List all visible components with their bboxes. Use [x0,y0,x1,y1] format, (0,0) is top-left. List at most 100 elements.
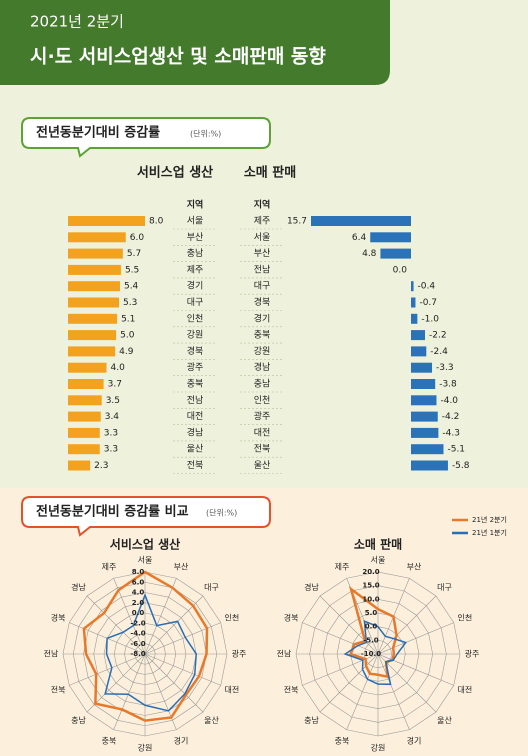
axis-label: 대전 [457,684,472,694]
value-label: 5.0 [120,331,135,341]
value-label: -3.8 [439,380,457,390]
value-label: -0.7 [419,298,437,308]
axis-label: 전북 [51,684,66,694]
bar [411,330,426,341]
bar [68,362,107,373]
r-tick-label: 15.0 [362,582,379,590]
section-bubble [21,496,271,537]
category-label: 대전 [254,427,271,438]
value-label: 5.1 [121,314,135,324]
axis-label: 울산 [437,715,452,725]
header-title: 시·도 서비스업생산 및 소매판매 동향 [30,46,326,68]
r-tick-label: -10.0 [361,650,381,658]
bar [68,216,145,226]
axis-label: 대구 [437,583,452,592]
axis-label: 부산 [407,562,422,572]
axis-label: 경북 [51,613,66,623]
bar [68,379,104,389]
value-label: 6.4 [352,233,367,243]
value-label: -3.3 [436,363,454,373]
axis-label: 충남 [71,716,86,725]
bar [68,427,100,438]
value-label: -4.2 [442,412,460,422]
axis-label: 충북 [102,736,117,745]
category-label: 전북 [254,444,271,455]
value-label: 3.7 [108,380,122,390]
series-line [343,620,408,686]
spoke [113,653,146,730]
bar [411,395,437,406]
axis-label: 경남 [71,582,86,592]
bar [311,216,411,226]
axis-label: 서울 [138,556,153,565]
category-label: 제주 [254,216,271,227]
r-tick-label: 5.0 [365,609,378,617]
category-label: 충북 [187,379,204,390]
r-tick-label: 0.0 [132,609,145,617]
value-label: 0.0 [393,265,408,275]
bar [411,362,433,373]
value-label: 15.7 [287,217,307,227]
section-title: 전년동분기대비 증감률 비교 [36,504,189,520]
category-label: 경남 [187,426,204,438]
category-label: 울산 [187,444,204,455]
r-tick-label: 8.0 [132,568,145,576]
value-label: 2.3 [94,461,108,471]
bar [411,411,438,422]
spoke [144,578,177,655]
axis-label: 전남 [277,649,292,659]
value-label: -4.3 [442,428,460,438]
bar [68,395,102,406]
axis-label: 대전 [224,684,239,694]
axis-label: 광주 [232,649,247,659]
r-tick-label: -8.0 [130,650,145,658]
axis-label: 제주 [335,563,350,572]
axis-label: 강원 [138,743,153,753]
bar [68,330,117,341]
bar [68,460,91,471]
axis-label: 울산 [204,715,219,725]
category-label: 광주 [187,361,204,373]
axis-label: 경기 [407,735,422,745]
bar [68,232,126,243]
spoke [377,622,454,655]
axis-label: 대구 [204,583,219,592]
series-line [348,585,398,679]
value-label: 4.8 [362,249,377,259]
axis-label: 경북 [284,613,299,623]
axis-label: 부산 [174,562,189,572]
axis-label: 제주 [102,563,117,572]
category-label: 인천 [254,395,271,406]
category-label: 경기 [187,280,204,292]
section-title: 전년동분기대비 증감률 [36,125,160,141]
bar [380,248,411,259]
category-label: 충북 [254,330,271,341]
value-label: -2.2 [429,331,447,341]
section-unit: (단위:%) [190,129,221,139]
r-tick-label: 10.0 [362,595,379,603]
legend-label: 21년 2분기 [472,515,507,524]
spoke [69,653,146,686]
spoke [144,653,221,686]
header-year: 2021년 2분기 [30,13,124,31]
series-line [82,570,209,722]
spoke [302,622,379,655]
axis-label: 강원 [371,743,386,753]
spoke [377,653,454,686]
chart-title: 서비스업 생산 [110,537,180,552]
category-label: 경북 [187,345,204,357]
value-label: -5.1 [447,445,465,455]
bar [68,264,121,275]
bar [68,411,101,422]
legend-label: 21년 1분기 [472,528,507,537]
value-label: 8.0 [149,217,164,227]
axis-label: 경기 [174,735,189,745]
bar [68,313,118,324]
r-tick-label: 0.0 [365,623,378,631]
category-label: 서울 [187,216,204,227]
category-label: 울산 [254,460,271,471]
axis-label: 전북 [284,684,299,694]
spoke [377,595,437,655]
category-label: 대전 [187,411,204,422]
